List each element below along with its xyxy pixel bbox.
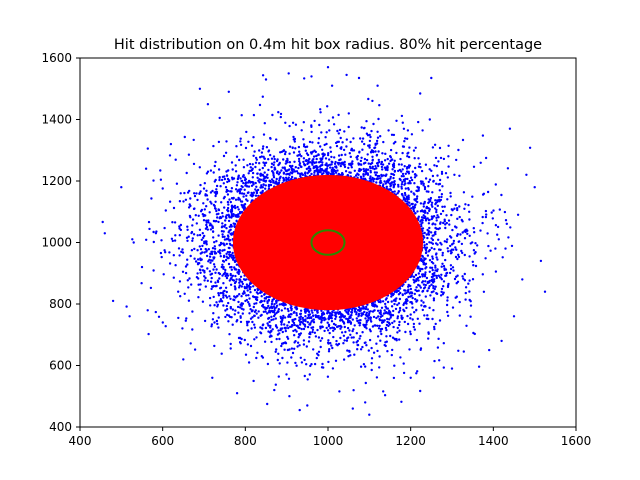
x-tick-label: 800	[234, 434, 257, 448]
x-tick-label: 600	[151, 434, 174, 448]
plot-area	[101, 66, 547, 416]
red-hit-region	[232, 174, 424, 311]
chart-title: Hit distribution on 0.4m hit box radius.…	[114, 37, 542, 53]
y-tick-label: 1400	[41, 113, 72, 127]
green-target-circle	[310, 229, 346, 256]
x-tick-label: 1200	[395, 434, 426, 448]
target-hitbox-circle	[310, 229, 346, 256]
y-tick-label: 400	[49, 420, 72, 434]
red-hit-disk	[232, 174, 424, 311]
x-tick-label: 1000	[313, 434, 344, 448]
y-tick-label: 1200	[41, 174, 72, 188]
y-tick-label: 800	[49, 297, 72, 311]
y-tick-label: 1000	[41, 236, 72, 250]
y-tick-label: 1600	[41, 51, 72, 65]
y-tick-label: 600	[49, 359, 72, 373]
x-tick-label: 400	[69, 434, 92, 448]
x-tick-label: 1400	[478, 434, 509, 448]
x-tick-label: 1600	[561, 434, 592, 448]
y-axis: 400 600 800 1000 1200 1400 1600	[41, 51, 80, 434]
x-axis: 400 600 800 1000 1200 1400 1600	[69, 427, 592, 448]
